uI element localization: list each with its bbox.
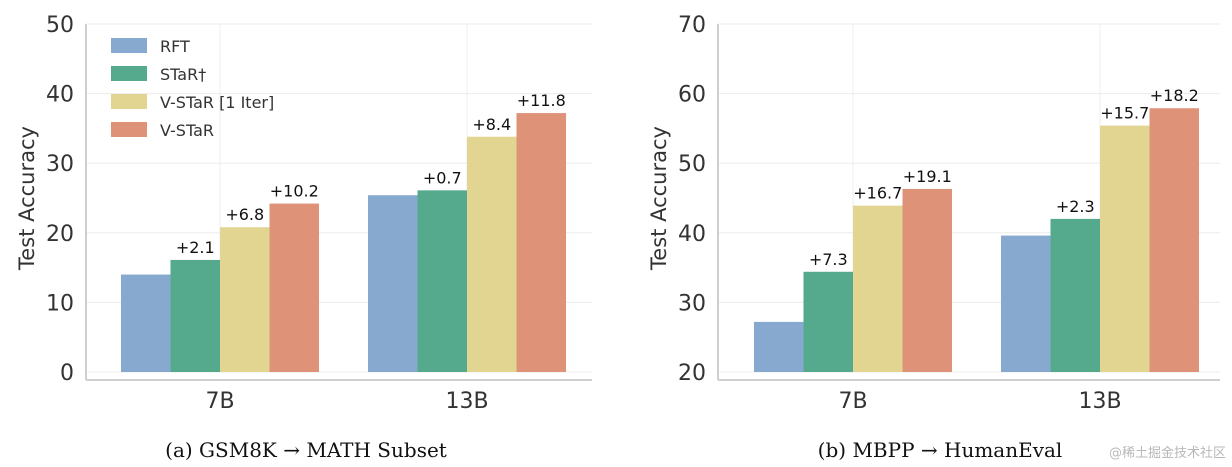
bar-data-label: +16.7 (853, 184, 902, 203)
x-tick-label: 13B (1078, 389, 1121, 414)
legend-swatch (111, 122, 147, 137)
bar (516, 113, 566, 372)
bar (1001, 235, 1051, 372)
y-tick-label: 50 (46, 13, 74, 38)
y-tick-label: 50 (678, 152, 706, 177)
watermark-text: @稀土掘金技术社区 (1109, 445, 1226, 461)
legend-swatch (111, 66, 147, 81)
legend-swatch (111, 94, 147, 109)
bar-data-label: +6.8 (225, 205, 264, 224)
bar (417, 190, 467, 372)
bar-data-label: +19.1 (903, 167, 952, 186)
legend-label: V-STaR (160, 121, 214, 140)
bar (121, 274, 171, 372)
bar-data-label: +8.4 (472, 115, 511, 134)
bar-data-label: +2.3 (1056, 197, 1095, 216)
bar-data-label: +18.2 (1150, 86, 1199, 105)
bar (170, 259, 220, 372)
bar-data-label: +10.2 (270, 182, 319, 201)
bar (1050, 218, 1100, 372)
y-tick-label: 30 (46, 152, 74, 177)
legend-label: STaR† (160, 65, 206, 84)
y-axis-label: Test Accuracy (15, 126, 39, 271)
y-tick-label: 10 (46, 291, 74, 316)
bar (1149, 108, 1199, 372)
bar (1100, 125, 1150, 372)
y-tick-label: 0 (60, 361, 74, 386)
y-tick-label: 40 (46, 83, 74, 108)
y-tick-label: 20 (678, 361, 706, 386)
x-tick-label: 7B (205, 389, 234, 414)
x-tick-label: 13B (445, 389, 488, 414)
bar (467, 136, 517, 372)
bar-data-label: +7.3 (809, 250, 848, 269)
bar (368, 195, 418, 372)
x-tick-label: 7B (838, 389, 867, 414)
y-tick-label: 70 (678, 13, 706, 38)
bar (853, 205, 903, 372)
y-tick-label: 40 (678, 222, 706, 247)
chart-mbpp-humaneval: 20 30 40 50 60 70 +7.3 +2.3 +16.7 +15.7 +19.1 +18.2… (647, 13, 1220, 414)
bar-data-label: +0.7 (423, 168, 462, 187)
y-axis-label: Test Accuracy (647, 126, 671, 271)
bar (269, 203, 319, 372)
y-tick-label: 60 (678, 83, 706, 108)
bar-data-label: +15.7 (1100, 104, 1149, 123)
bar-data-label: +11.8 (517, 91, 566, 110)
y-tick-label: 30 (678, 291, 706, 316)
legend-swatch (111, 38, 147, 53)
caption-b: (b) MBPP → HumanEval (818, 438, 1063, 462)
legend-label: V-STaR [1 Iter] (160, 93, 274, 112)
bar (902, 188, 952, 372)
y-tick-label: 20 (46, 222, 74, 247)
bar (220, 227, 270, 372)
bar (754, 321, 804, 372)
caption-a: (a) GSM8K → MATH Subset (165, 438, 447, 462)
chart-gsm8k-math: 0 10 20 30 40 50 +2.1 +0.7 +6.8 +8.4 +10.2 +11.8 7B 1… (15, 13, 592, 414)
bar-data-label: +2.1 (176, 238, 215, 257)
legend-label: RFT (160, 37, 190, 56)
bar (803, 271, 853, 372)
